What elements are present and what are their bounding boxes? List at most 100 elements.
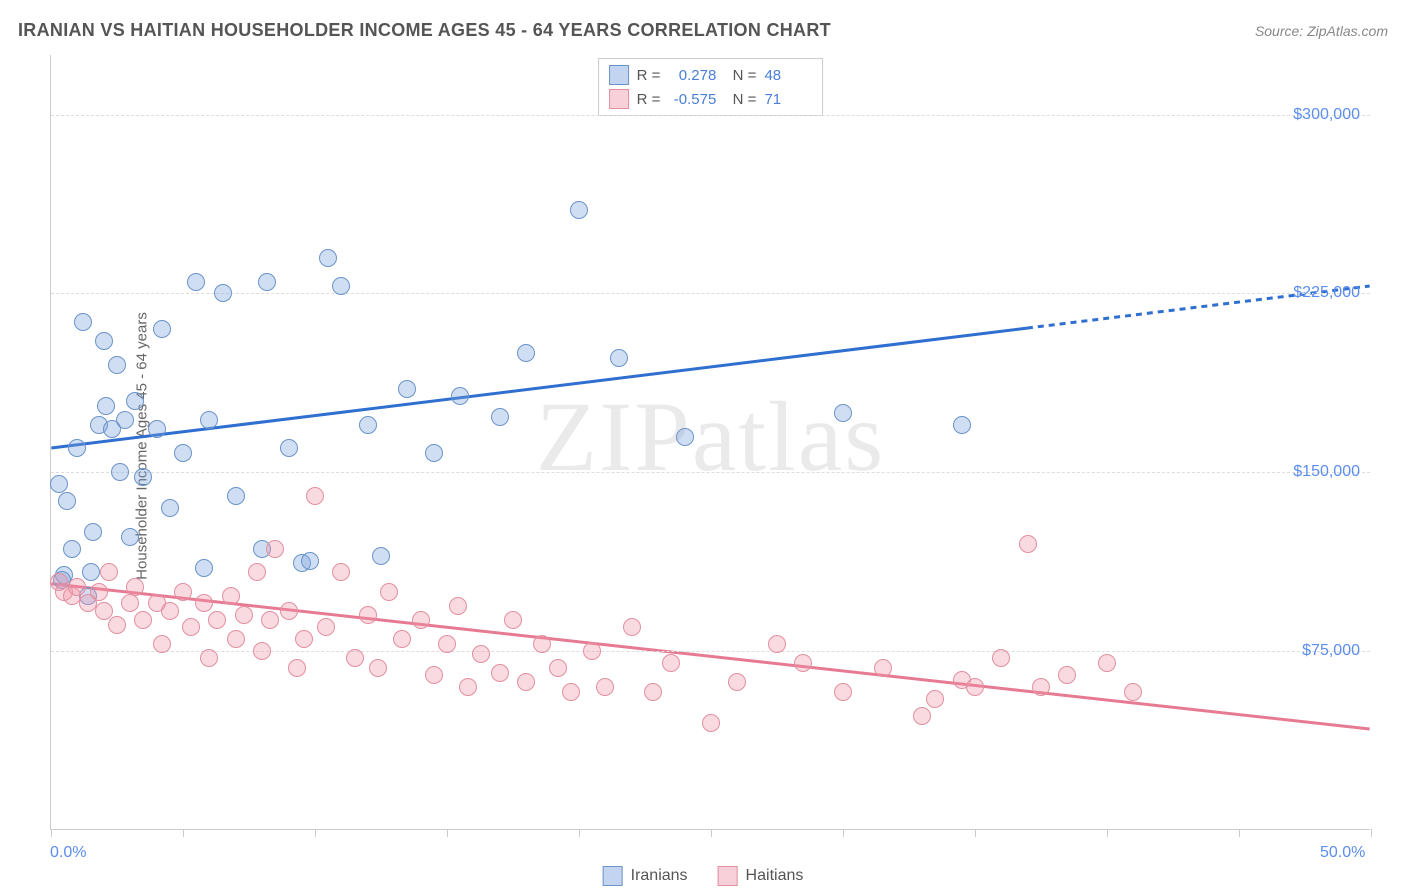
- data-point: [63, 540, 81, 558]
- data-point: [702, 714, 720, 732]
- data-point: [74, 313, 92, 331]
- data-point: [491, 664, 509, 682]
- data-point: [953, 416, 971, 434]
- data-point: [1098, 654, 1116, 672]
- r-label: R =: [637, 91, 661, 108]
- data-point: [126, 392, 144, 410]
- data-point: [121, 594, 139, 612]
- data-point: [253, 642, 271, 660]
- data-point: [58, 492, 76, 510]
- data-point: [50, 475, 68, 493]
- correlation-legend: R =0.278 N =48R =-0.575 N =71: [598, 58, 824, 116]
- data-point: [82, 563, 100, 581]
- data-point: [372, 547, 390, 565]
- data-point: [111, 463, 129, 481]
- r-value: 0.278: [668, 67, 716, 84]
- watermark: ZIPatlas: [536, 379, 885, 494]
- data-point: [182, 618, 200, 636]
- data-point: [195, 559, 213, 577]
- chart-source: Source: ZipAtlas.com: [1255, 23, 1388, 39]
- data-point: [280, 602, 298, 620]
- data-point: [295, 630, 313, 648]
- data-point: [248, 563, 266, 581]
- y-tick-label: $225,000: [1293, 284, 1360, 302]
- plot-area: ZIPatlas R =0.278 N =48R =-0.575 N =71 $…: [50, 55, 1370, 830]
- data-point: [116, 411, 134, 429]
- x-tick-label: 50.0%: [1320, 844, 1365, 862]
- data-point: [438, 635, 456, 653]
- chart-header: IRANIAN VS HAITIAN HOUSEHOLDER INCOME AG…: [18, 20, 1388, 41]
- legend-swatch: [718, 866, 738, 886]
- data-point: [425, 666, 443, 684]
- data-point: [90, 583, 108, 601]
- data-point: [549, 659, 567, 677]
- data-point: [68, 578, 86, 596]
- data-point: [533, 635, 551, 653]
- data-point: [121, 528, 139, 546]
- data-point: [644, 683, 662, 701]
- data-point: [451, 387, 469, 405]
- r-label: R =: [637, 67, 661, 84]
- x-tick: [843, 829, 844, 837]
- x-tick: [1107, 829, 1108, 837]
- data-point: [317, 618, 335, 636]
- n-label: N =: [724, 91, 756, 108]
- x-tick-label: 0.0%: [50, 844, 86, 862]
- data-point: [134, 468, 152, 486]
- x-tick: [447, 829, 448, 837]
- y-tick-label: $300,000: [1293, 106, 1360, 124]
- data-point: [266, 540, 284, 558]
- data-point: [68, 439, 86, 457]
- data-point: [306, 487, 324, 505]
- data-point: [153, 320, 171, 338]
- data-point: [768, 635, 786, 653]
- data-point: [200, 411, 218, 429]
- data-point: [161, 499, 179, 517]
- data-point: [346, 649, 364, 667]
- gridline: [51, 115, 1370, 116]
- n-value: 71: [764, 91, 812, 108]
- data-point: [126, 578, 144, 596]
- data-point: [596, 678, 614, 696]
- legend-stat-row: R =0.278 N =48: [609, 63, 813, 87]
- data-point: [261, 611, 279, 629]
- legend-swatch: [609, 89, 629, 109]
- gridline: [51, 651, 1370, 652]
- data-point: [84, 523, 102, 541]
- data-point: [926, 690, 944, 708]
- data-point: [517, 344, 535, 362]
- data-point: [623, 618, 641, 636]
- data-point: [332, 563, 350, 581]
- data-point: [195, 594, 213, 612]
- legend-stat-row: R =-0.575 N =71: [609, 87, 813, 111]
- data-point: [95, 602, 113, 620]
- x-tick: [315, 829, 316, 837]
- data-point: [504, 611, 522, 629]
- data-point: [174, 444, 192, 462]
- data-point: [227, 487, 245, 505]
- data-point: [1019, 535, 1037, 553]
- data-point: [301, 552, 319, 570]
- x-tick: [579, 829, 580, 837]
- data-point: [610, 349, 628, 367]
- data-point: [517, 673, 535, 691]
- series-legend: IraniansHaitians: [603, 866, 804, 886]
- x-tick: [1239, 829, 1240, 837]
- data-point: [412, 611, 430, 629]
- data-point: [153, 635, 171, 653]
- gridline: [51, 472, 1370, 473]
- data-point: [108, 356, 126, 374]
- legend-swatch: [603, 866, 623, 886]
- data-point: [1032, 678, 1050, 696]
- data-point: [449, 597, 467, 615]
- data-point: [100, 563, 118, 581]
- x-tick: [51, 829, 52, 837]
- data-point: [393, 630, 411, 648]
- x-tick: [1371, 829, 1372, 837]
- data-point: [359, 416, 377, 434]
- legend-label: Iranians: [631, 867, 688, 885]
- data-point: [332, 277, 350, 295]
- data-point: [459, 678, 477, 696]
- data-point: [570, 201, 588, 219]
- data-point: [208, 611, 226, 629]
